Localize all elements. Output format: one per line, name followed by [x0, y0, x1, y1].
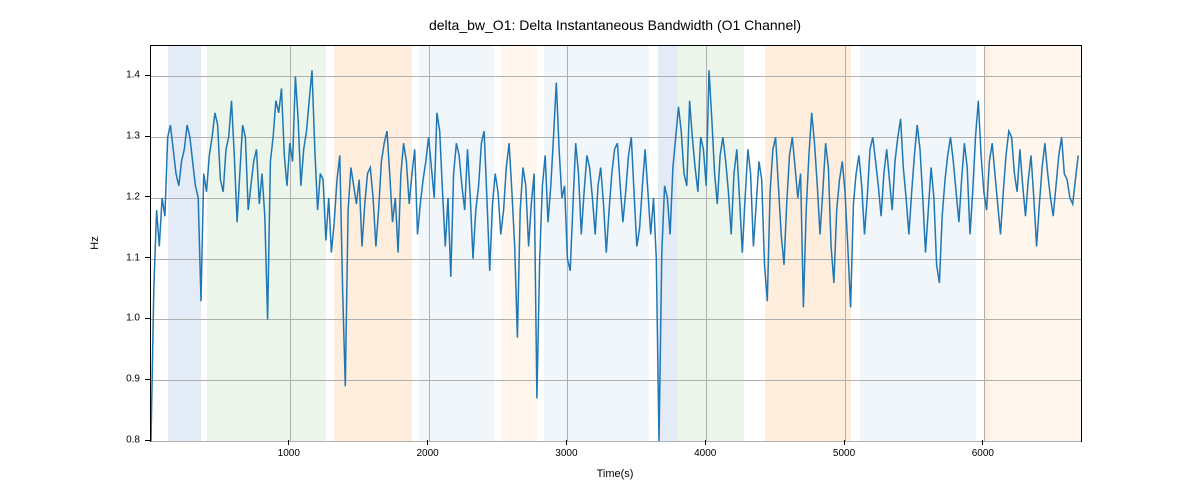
y-tick-label: 0.9 [126, 374, 140, 385]
x-tick [705, 440, 706, 445]
x-tick [288, 440, 289, 445]
chart-container: delta_bw_O1: Delta Instantaneous Bandwid… [0, 0, 1200, 500]
x-tick [427, 440, 428, 445]
x-tick-label: 1000 [278, 448, 300, 459]
x-tick [982, 440, 983, 445]
plot-area [150, 45, 1082, 442]
y-tick [145, 196, 150, 197]
x-tick-label: 2000 [416, 448, 438, 459]
y-tick-label: 1.4 [126, 70, 140, 81]
x-tick-label: 6000 [972, 448, 994, 459]
x-tick [566, 440, 567, 445]
x-tick [844, 440, 845, 445]
x-tick-label: 4000 [694, 448, 716, 459]
x-axis-label: Time(s) [150, 468, 1080, 480]
y-tick [145, 379, 150, 380]
series-line [151, 70, 1078, 441]
y-tick [145, 318, 150, 319]
x-tick-label: 3000 [555, 448, 577, 459]
y-tick [145, 257, 150, 258]
line-series [151, 46, 1081, 441]
grid-line [151, 441, 1081, 442]
y-tick-label: 1.3 [126, 131, 140, 142]
y-tick-label: 0.8 [126, 435, 140, 446]
x-tick-label: 5000 [833, 448, 855, 459]
y-tick [145, 440, 150, 441]
y-tick [145, 136, 150, 137]
y-tick [145, 75, 150, 76]
chart-title: delta_bw_O1: Delta Instantaneous Bandwid… [150, 17, 1080, 33]
y-tick-label: 1.2 [126, 191, 140, 202]
y-tick-label: 1.1 [126, 252, 140, 263]
y-axis-label: Hz [89, 236, 101, 249]
y-tick-label: 1.0 [126, 313, 140, 324]
